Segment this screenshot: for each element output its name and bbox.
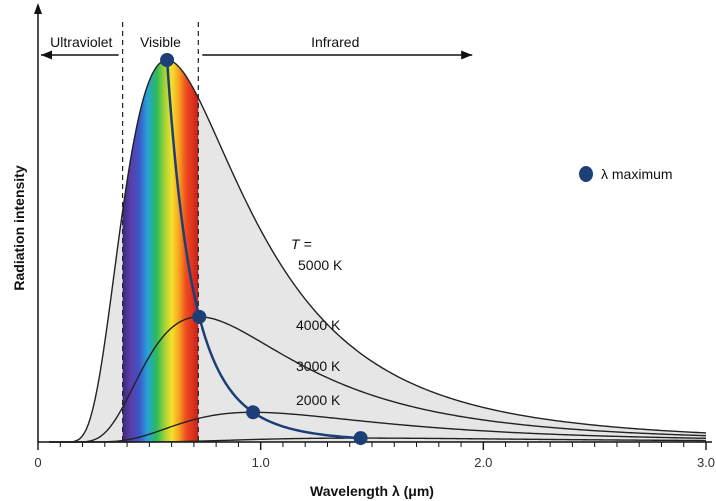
irArrow-head [461,50,473,60]
y-axis-arrowhead [34,3,42,14]
curve-5000k [49,59,707,443]
curve-3000k [49,411,707,443]
x-tick-label-2: 2.0 [474,455,492,470]
peak-point-3000k [246,405,261,420]
uvArrow-head [41,50,52,60]
visible-spectrum-band [122,60,199,442]
infrared-arrow [202,50,473,60]
ultraviolet-arrow [41,50,119,60]
peak-point-2000k [353,431,368,446]
x-tick-label-0: 0 [34,455,41,470]
legend: λ maximum [579,166,673,182]
curve-2000k [49,437,707,443]
ultraviolet-label: Ultraviolet [50,34,112,50]
x-major-ticks [37,442,707,450]
curve-4000k [49,316,707,443]
x-axis-title: Wavelength λ (μm) [310,483,434,499]
x-minor-ticks [59,442,685,447]
area-5000 [49,60,706,442]
curve-label-2000: 2000 K [296,392,341,408]
y-axis-title: Radiation intensity [11,165,27,290]
legend-label: λ maximum [601,166,673,182]
temperature-prefix-label: T = [291,236,312,252]
peak-point-4000k [192,309,207,324]
peak-locus-line [165,59,361,440]
x-tick-label-1: 1.0 [252,455,270,470]
x-tick-label-3: 3.0 [697,455,715,470]
peak-points [160,53,368,446]
visible-label: Visible [140,34,181,50]
peak-point-5000k [160,53,175,67]
curve-label-4000: 4000 K [296,317,341,333]
infrared-label: Infrared [311,34,359,50]
series-curves [49,59,707,443]
legend-marker [579,166,593,182]
curve-label-3000: 3000 K [296,358,341,374]
curve-label-5000: 5000 K [298,257,343,273]
